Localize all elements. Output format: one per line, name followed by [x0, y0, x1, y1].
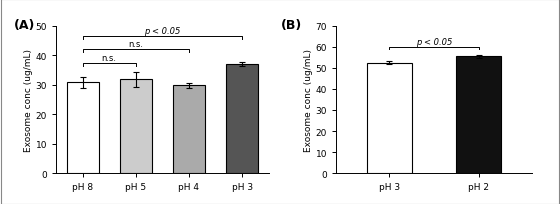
Bar	[120, 80, 152, 173]
Text: n.s.: n.s.	[102, 53, 116, 62]
Bar	[67, 83, 99, 173]
Text: p < 0.05: p < 0.05	[416, 38, 452, 47]
Bar	[456, 57, 501, 173]
Text: (B): (B)	[281, 19, 302, 32]
Text: n.s.: n.s.	[128, 40, 143, 49]
Y-axis label: Exosome conc (ug/mL): Exosome conc (ug/mL)	[304, 49, 312, 151]
Text: p < 0.05: p < 0.05	[144, 27, 180, 36]
Bar	[226, 65, 258, 173]
Bar	[367, 63, 412, 173]
Y-axis label: Exosome conc (ug/mL): Exosome conc (ug/mL)	[24, 49, 32, 151]
Bar	[173, 86, 205, 173]
Text: (A): (A)	[13, 19, 35, 32]
